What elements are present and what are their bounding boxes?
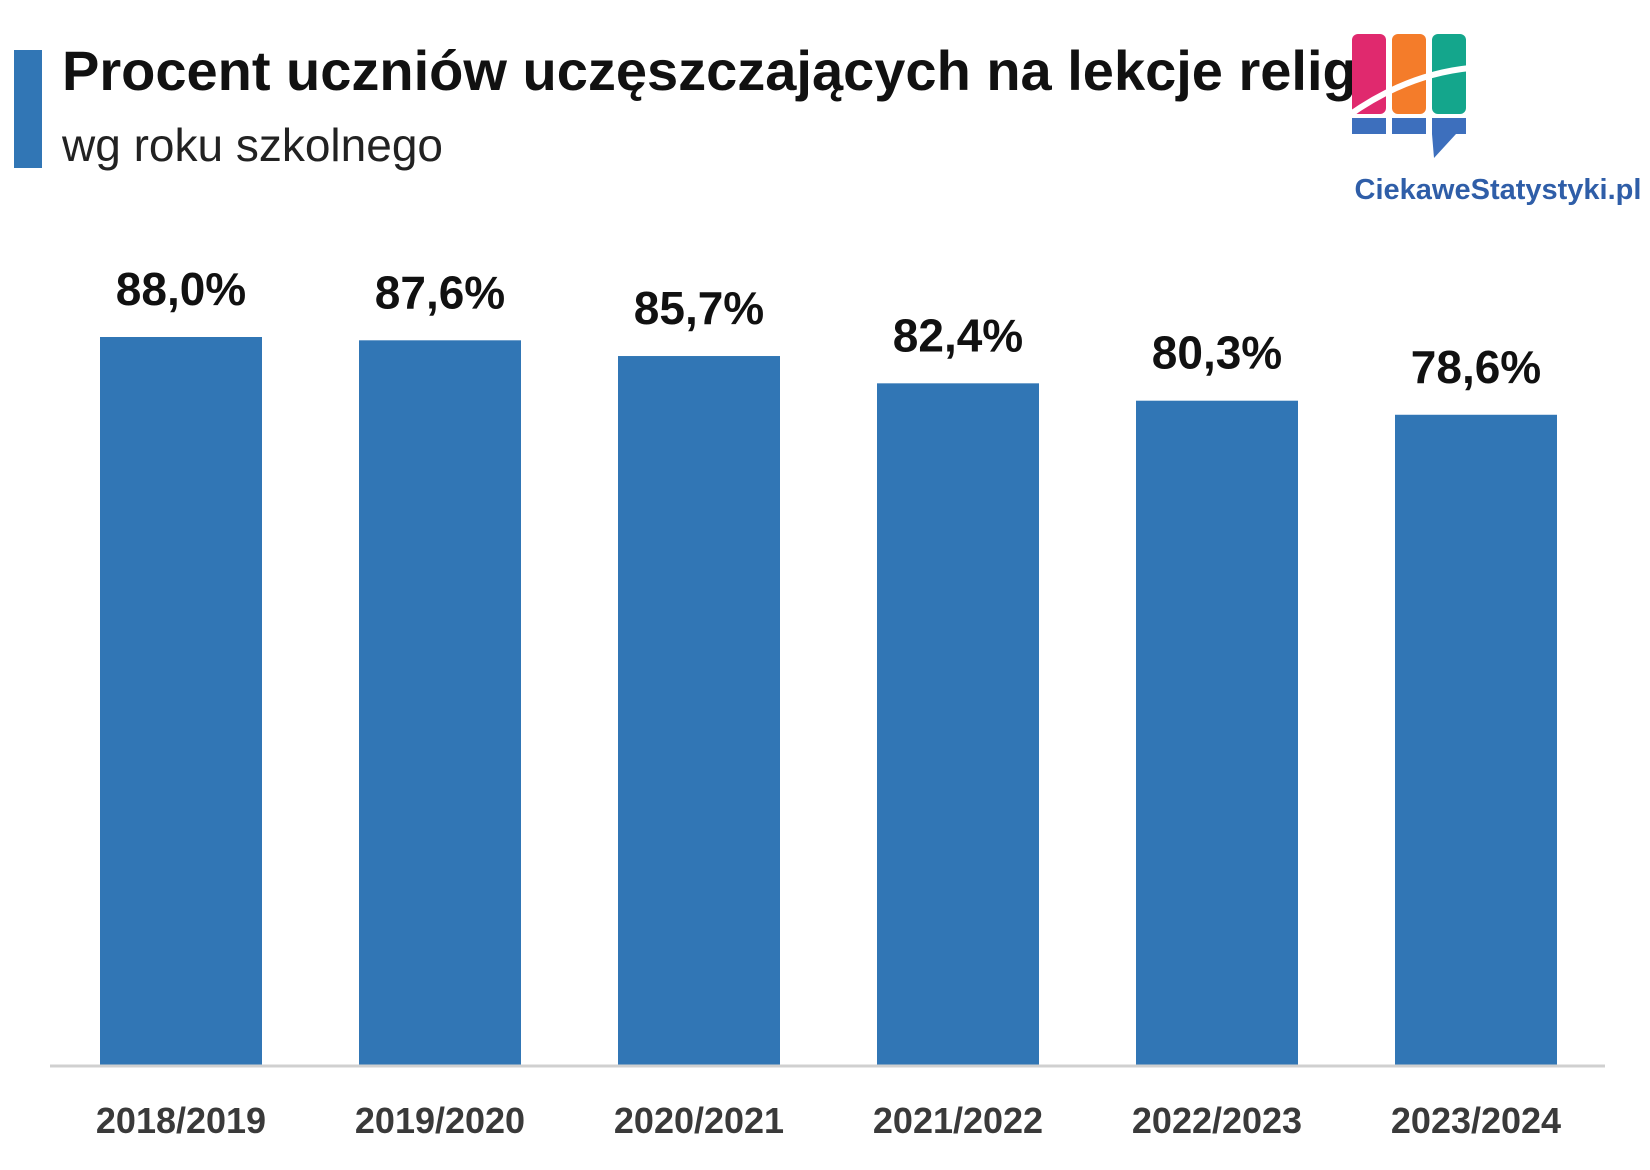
value-label: 82,4%	[893, 309, 1023, 361]
value-label: 80,3%	[1152, 327, 1282, 379]
chart-title: Procent uczniów uczęszczających na lekcj…	[62, 39, 1388, 102]
x-tick-label: 2023/2024	[1391, 1100, 1561, 1141]
logo-speech-tail	[1432, 134, 1456, 158]
bar-2021/2022	[877, 383, 1039, 1065]
chart-subtitle: wg roku szkolnego	[62, 119, 443, 171]
logo-base-3	[1432, 118, 1466, 134]
site-logo-icon	[1346, 34, 1471, 158]
x-tick-label: 2022/2023	[1132, 1100, 1302, 1141]
value-label: 87,6%	[375, 266, 505, 318]
title-accent-bar	[14, 50, 42, 168]
bar-2020/2021	[618, 356, 780, 1065]
bar-2019/2020	[359, 340, 521, 1065]
x-tick-label: 2018/2019	[96, 1100, 266, 1141]
x-tick-label: 2019/2020	[355, 1100, 525, 1141]
logo-bar-orange	[1392, 34, 1426, 114]
value-label: 78,6%	[1411, 341, 1541, 393]
logo-base-1	[1352, 118, 1386, 134]
value-label: 88,0%	[116, 263, 246, 315]
bar-2022/2023	[1136, 400, 1298, 1065]
bar-2023/2024	[1395, 414, 1557, 1065]
bar-2018/2019	[100, 337, 262, 1065]
x-tick-label: 2021/2022	[873, 1100, 1043, 1141]
value-label: 85,7%	[634, 282, 764, 334]
x-tick-label: 2020/2021	[614, 1100, 784, 1141]
logo-trend-line	[1346, 65, 1471, 119]
logo-base-2	[1392, 118, 1426, 134]
site-name: CiekaweStatystyki.pl	[1354, 174, 1642, 206]
